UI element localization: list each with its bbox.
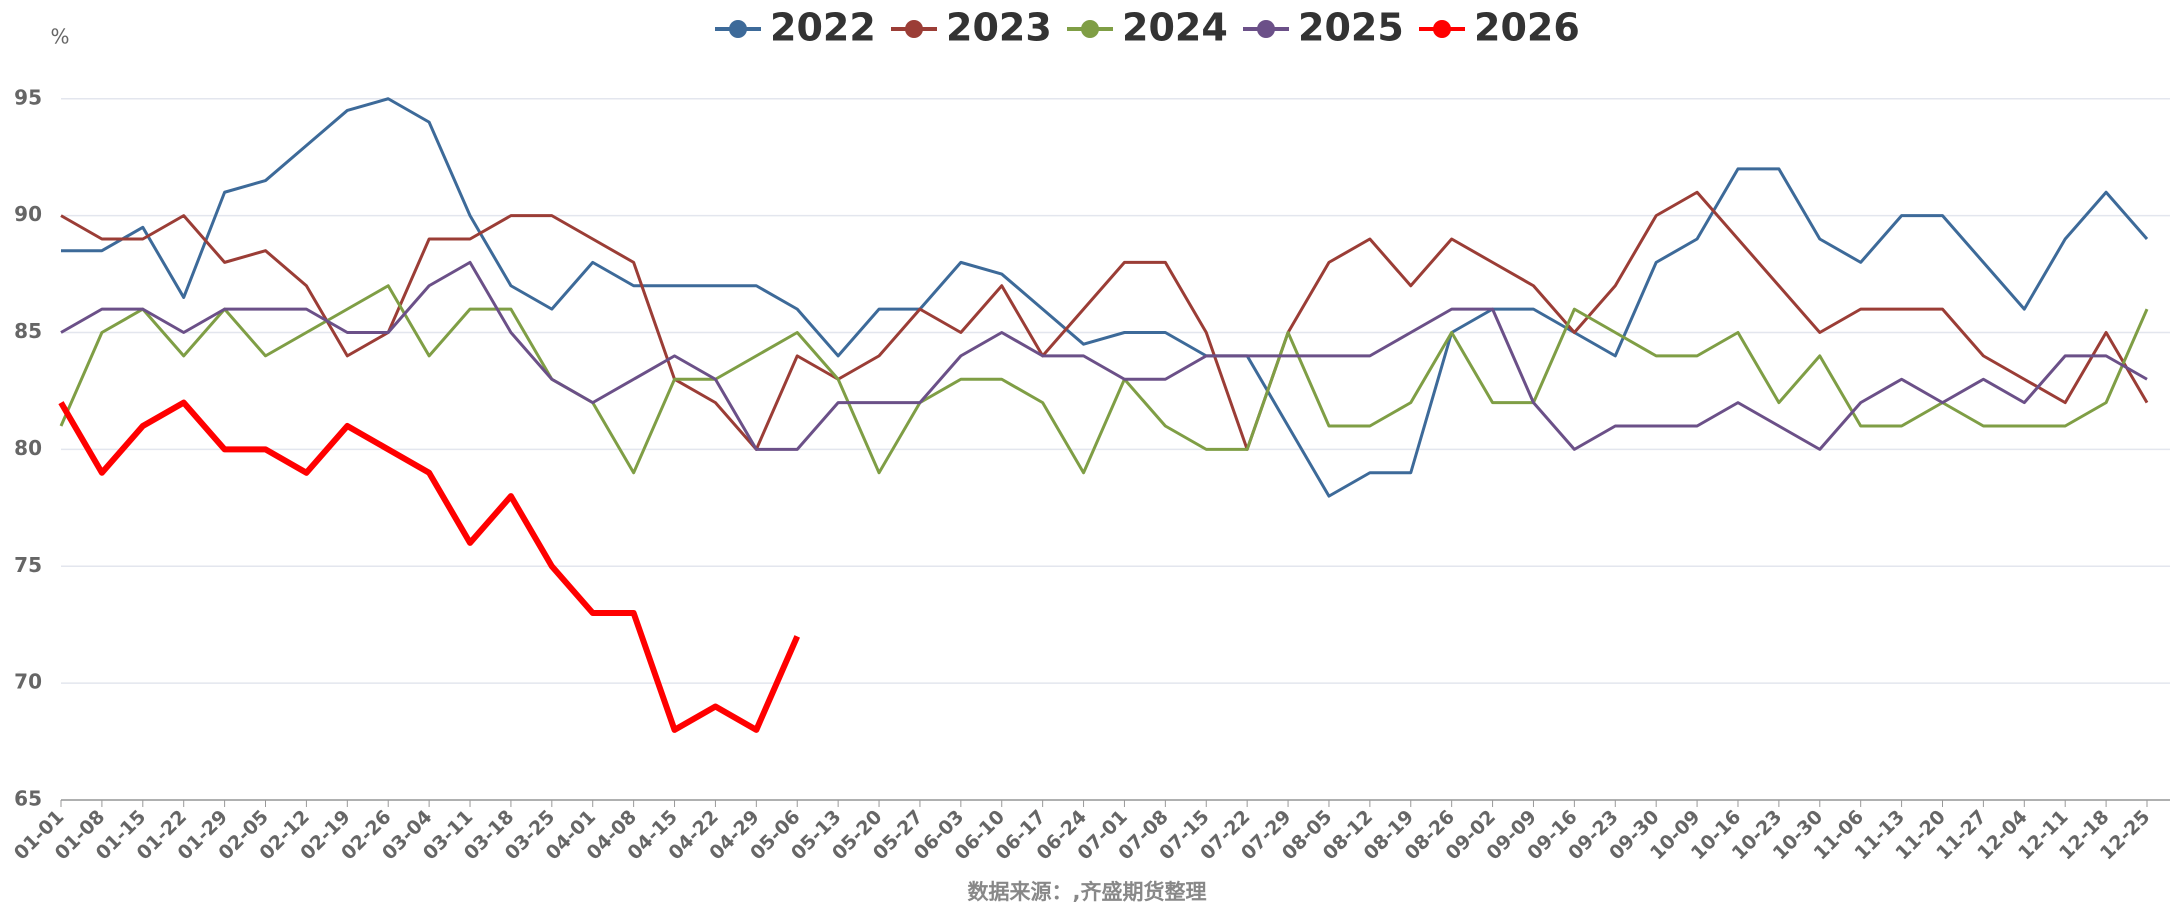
- y-tick-label: 65: [14, 787, 42, 811]
- legend-marker: [1081, 20, 1099, 38]
- source-note: 数据来源：,齐盛期货整理: [968, 880, 1207, 904]
- legend-label: 2022: [770, 6, 876, 50]
- legend-label: 2026: [1474, 6, 1580, 50]
- legend-label: 2023: [946, 6, 1052, 50]
- legend-marker: [905, 20, 923, 38]
- y-tick-label: 90: [14, 202, 42, 226]
- y-axis-label: %: [50, 25, 69, 49]
- legend-marker: [1433, 20, 1451, 38]
- legend-label: 2025: [1298, 6, 1404, 50]
- y-tick-label: 70: [14, 670, 42, 694]
- series-line: [60, 190, 2149, 451]
- y-tick-label: 80: [14, 436, 42, 460]
- legend-marker: [1257, 20, 1275, 38]
- y-tick-label: 95: [14, 85, 42, 109]
- series-line: [58, 399, 800, 733]
- legend-label: 2024: [1122, 6, 1228, 50]
- series-line: [60, 260, 2148, 451]
- series-line: [59, 284, 2149, 475]
- series-line: [61, 97, 2149, 498]
- y-tick-label: 75: [14, 553, 42, 577]
- legend-marker: [729, 20, 747, 38]
- y-tick-label: 85: [14, 319, 42, 343]
